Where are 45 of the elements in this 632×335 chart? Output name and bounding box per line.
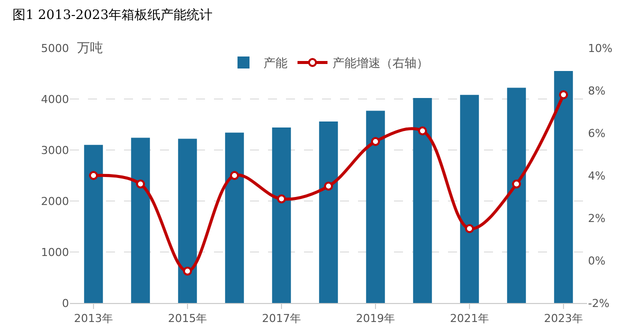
point: [230, 171, 239, 180]
bar: [554, 70, 573, 303]
bar: [178, 138, 197, 303]
y-tick-label: 4000: [41, 92, 69, 106]
x-tick-label: 2023年: [544, 312, 583, 326]
x-tick-label: 2017年: [262, 312, 301, 326]
y2-tick-label: -2%: [588, 296, 610, 310]
bar: [131, 138, 150, 303]
y-tick-label: 2000: [41, 194, 69, 208]
x-tick-label: 2021年: [450, 312, 489, 326]
x-tick-label: 2013年: [74, 312, 113, 326]
chart-title: 图1 2013-2023年箱板纸产能统计: [12, 8, 213, 24]
bar: [84, 144, 103, 303]
bar: [413, 98, 432, 303]
legend-label: 产能: [264, 56, 288, 70]
bar: [319, 121, 338, 303]
bar: [460, 94, 479, 303]
y2-tick-label: 0%: [588, 254, 606, 268]
point: [89, 171, 98, 180]
point: [559, 90, 568, 100]
point: [136, 180, 145, 188]
bar: [225, 132, 244, 303]
point: [277, 194, 286, 204]
y-tick-label: 5000: [41, 42, 69, 55]
y2-tick-label: 4%: [588, 169, 606, 182]
y2-tick-label: 6%: [588, 126, 606, 140]
y2-tick-label: 8%: [588, 84, 606, 98]
point: [418, 126, 427, 136]
y2-tick-label: 10%: [588, 42, 612, 55]
legend-label: 产能增速（右轴）: [332, 56, 428, 70]
bar: [507, 88, 526, 303]
x-tick-label: 2019年: [356, 312, 395, 326]
y-axis-title: 万吨: [77, 41, 103, 56]
point: [465, 224, 474, 234]
point: [371, 137, 380, 146]
x-tick-label: 2015年: [168, 312, 207, 326]
y2-tick-label: 2%: [588, 212, 606, 225]
bar: [272, 128, 291, 303]
y-tick-label: 3000: [41, 144, 69, 157]
point: [183, 266, 192, 276]
y-tick-label: 1000: [41, 246, 69, 259]
y-tick-label: 0: [62, 296, 69, 310]
bar: [366, 110, 385, 303]
point: [512, 180, 521, 188]
point: [324, 182, 333, 191]
